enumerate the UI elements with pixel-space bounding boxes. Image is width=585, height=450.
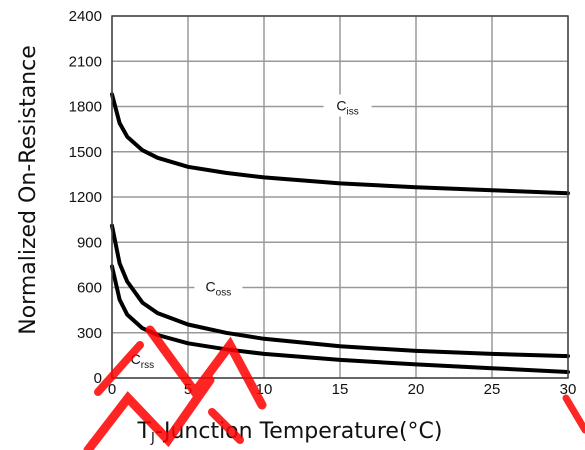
y-tick-labels: 0 300 600 900 1200 1500 1800 2100 2400 [69, 8, 102, 387]
x-tick-label: 0 [108, 381, 116, 398]
y-tick-label: 2400 [69, 8, 102, 25]
x-tick-labels: 0 5 10 15 20 25 30 [108, 381, 577, 398]
y-tick-label: 2100 [69, 53, 102, 70]
x-axis-label: TJ-Junction Temperature(°C) [137, 419, 443, 446]
y-axis-label: Normalized On-Resistance [16, 45, 41, 335]
watermark-stroke [83, 375, 215, 450]
annotation-sub: rss [141, 360, 154, 371]
x-tick-label: 25 [484, 381, 501, 398]
annotation-sub: iss [347, 107, 359, 118]
watermark-stroke [562, 394, 585, 434]
x-axis-label-sub: J [150, 431, 155, 446]
plot-border [111, 15, 569, 379]
x-axis-label-rest: -Junction Temperature(°C) [155, 419, 443, 444]
y-tick-label: 0 [94, 370, 102, 387]
x-tick-label: 15 [332, 381, 349, 398]
watermark-stroke [208, 408, 244, 444]
y-tick-label: 1500 [69, 144, 102, 161]
series-line-0 [110, 92, 570, 196]
annotation-main: C [206, 279, 216, 295]
series-annotation-0: Ciss [336, 98, 358, 118]
y-tick-label: 1800 [69, 99, 102, 116]
plot-frame [111, 15, 569, 379]
annotation-main: C [131, 351, 141, 367]
annotation-sub: oss [216, 288, 232, 299]
y-tick-label: 300 [77, 325, 102, 342]
annotation-bg [323, 94, 372, 117]
series-annotation-2: Crss [131, 351, 154, 371]
watermark-stroke [94, 341, 144, 396]
y-tick-label: 600 [77, 280, 102, 297]
series-line-1 [110, 223, 570, 359]
series-lines [110, 92, 570, 374]
watermark-logo [83, 325, 585, 450]
series-annotation-1: Coss [206, 279, 232, 299]
x-tick-label: 20 [408, 381, 425, 398]
y-tick-label: 1200 [69, 189, 102, 206]
annotation-main: C [336, 98, 346, 114]
series-line-2 [110, 264, 570, 374]
y-tick-label: 900 [77, 234, 102, 251]
watermark-stroke [145, 325, 267, 410]
x-tick-label: 30 [560, 381, 577, 398]
annotation-bg [194, 275, 243, 298]
